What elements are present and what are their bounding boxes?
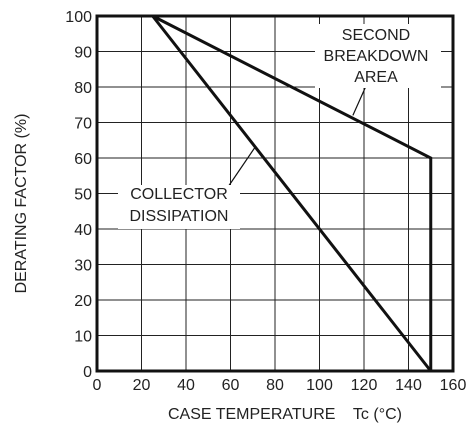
series-lines: [151, 14, 433, 372]
x-tick-label: 120: [351, 377, 378, 394]
x-axis-label: CASE TEMPERATURE Tc (°C): [168, 406, 402, 423]
y-tick-label: 40: [74, 222, 92, 239]
y-tick-label: 70: [74, 116, 92, 133]
tick-labels: 0 20 40 60 80 100 120 140 160 0 10 20 30 40 50 60 70 80 90…: [65, 9, 466, 394]
annotation-background: [118, 185, 240, 229]
annotation-leader: [227, 147, 256, 188]
x-tick-label: 40: [177, 377, 195, 394]
series-line-1: [151, 14, 433, 371]
y-tick-label: 30: [74, 258, 92, 275]
y-tick-label: 60: [74, 151, 92, 168]
x-tick-label: 0: [93, 377, 102, 394]
x-tick-label: 140: [395, 377, 422, 394]
y-tick-label: 50: [74, 187, 92, 204]
plot-frame: [95, 14, 455, 373]
annotation-label: COLLECTOR: [130, 186, 228, 203]
x-tick-label: 60: [222, 377, 240, 394]
y-tick-label: 90: [74, 45, 92, 62]
y-tick-label: 80: [74, 80, 92, 97]
annotation-label: DISSIPATION: [130, 208, 229, 225]
x-tick-label: 160: [440, 377, 467, 394]
x-tick-label: 20: [133, 377, 151, 394]
y-tick-label: 100: [65, 9, 92, 26]
annotation-label: SECOND: [342, 27, 410, 44]
x-tick-label: 100: [306, 377, 333, 394]
series-line-0: [151, 15, 432, 372]
y-axis-label: DERATING FACTOR (%): [13, 114, 30, 294]
annotation-label: BREAKDOWN: [324, 48, 429, 65]
y-tick-label: 20: [74, 293, 92, 310]
y-tick-label: 0: [83, 364, 92, 381]
y-tick-label: 10: [74, 329, 92, 346]
annotation-background: [315, 24, 441, 88]
annotations: COLLECTOR DISSIPATION SECOND BREAKDOWN AREA: [118, 24, 441, 229]
x-tick-label: 80: [266, 377, 284, 394]
annotation-label: AREA: [354, 69, 398, 86]
annotation-leader: [352, 85, 367, 116]
